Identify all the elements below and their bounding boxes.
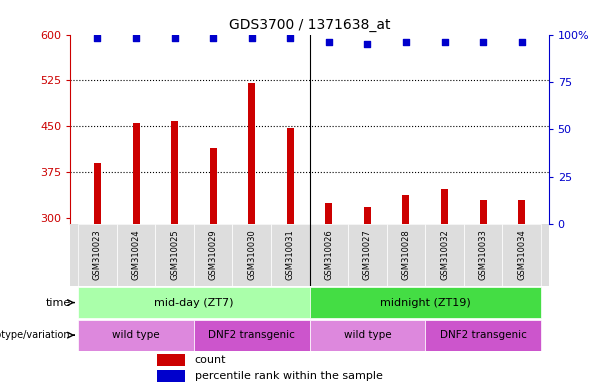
Point [170,35,180,41]
Point [362,41,372,47]
Text: GSM310033: GSM310033 [479,229,487,280]
Bar [194,224,232,286]
Bar [78,319,194,351]
Bar [387,224,425,286]
Bar [232,224,271,286]
Text: GSM310027: GSM310027 [363,229,372,280]
Bar [310,319,425,351]
Text: genotype/variation: genotype/variation [0,330,70,340]
Bar [194,319,310,351]
Title: GDS3700 / 1371638_at: GDS3700 / 1371638_at [229,18,390,32]
Text: count: count [195,355,226,365]
Text: wild type: wild type [112,330,160,340]
Bar [425,224,464,286]
Point [401,39,411,45]
Text: GSM310029: GSM310029 [208,229,218,280]
Bar [156,354,185,366]
Bar [78,224,116,286]
Bar [310,224,348,286]
Text: DNF2 transgenic: DNF2 transgenic [440,330,527,340]
Point [517,39,527,45]
Text: GSM310024: GSM310024 [132,229,140,280]
Point [478,39,488,45]
Text: mid-day (ZT7): mid-day (ZT7) [154,298,234,308]
Text: GSM310028: GSM310028 [402,229,411,280]
Point [208,35,218,41]
Bar [425,319,541,351]
Bar [78,287,310,318]
Bar [479,200,487,224]
Point [93,35,102,41]
Bar [271,224,310,286]
Bar [403,195,409,224]
Text: GSM310026: GSM310026 [324,229,333,280]
Text: GSM310030: GSM310030 [247,229,256,280]
Bar [310,287,541,318]
Point [324,39,333,45]
Bar [364,207,371,224]
Text: time: time [45,298,70,308]
Point [247,35,257,41]
Text: GSM310032: GSM310032 [440,229,449,280]
Point [440,39,449,45]
Bar [248,83,255,224]
Bar [156,370,185,382]
Point [286,35,295,41]
Bar [326,203,332,224]
Text: midnight (ZT19): midnight (ZT19) [380,298,471,308]
Text: GSM310034: GSM310034 [517,229,526,280]
Bar [155,224,194,286]
Bar [116,224,155,286]
Bar [348,224,387,286]
Bar [503,224,541,286]
Point [131,35,141,41]
Bar [132,123,140,224]
Bar [171,121,178,224]
Text: GSM310031: GSM310031 [286,229,295,280]
Bar [518,200,525,224]
Text: GSM310023: GSM310023 [93,229,102,280]
Text: DNF2 transgenic: DNF2 transgenic [208,330,295,340]
Text: percentile rank within the sample: percentile rank within the sample [195,371,383,381]
Bar [210,148,216,224]
Text: GSM310025: GSM310025 [170,229,179,280]
Bar [287,128,294,224]
Bar [464,224,503,286]
Bar [94,163,101,224]
Bar [441,189,448,224]
Text: wild type: wild type [344,330,391,340]
